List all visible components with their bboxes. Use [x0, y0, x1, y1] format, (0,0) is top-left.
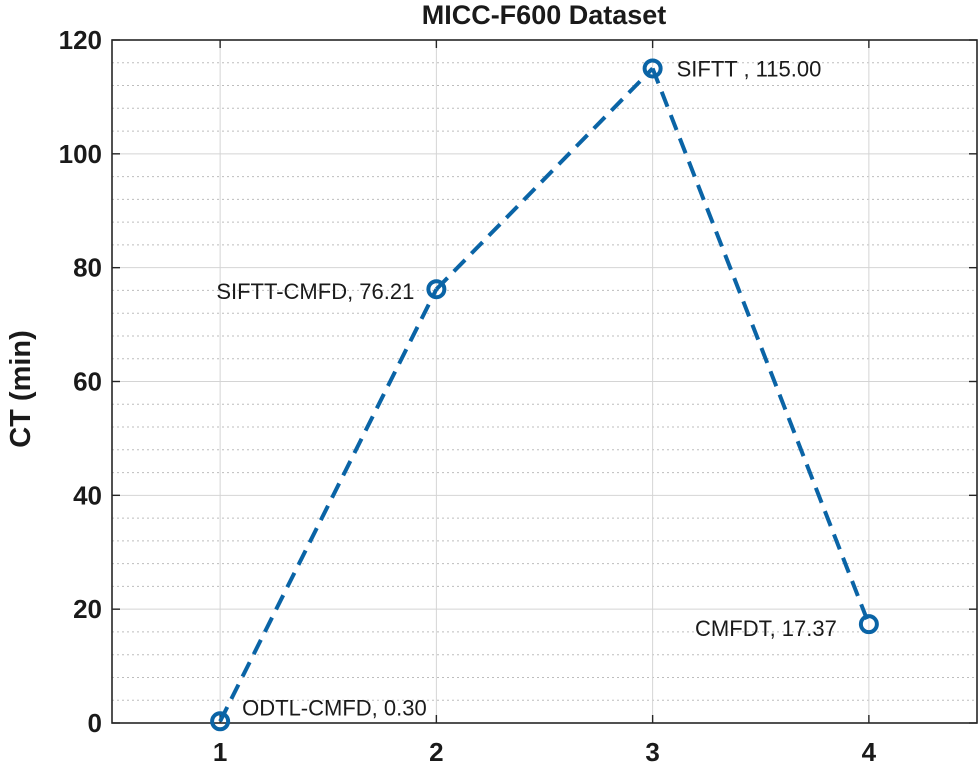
y-axis-label: CT (min) [5, 330, 37, 448]
axis-ticks [112, 39, 977, 724]
minor-grid [112, 62, 977, 701]
x-tick-label: 2 [429, 737, 443, 767]
data-point-marker [858, 614, 879, 635]
data-label: SIFTT , 115.00 [677, 56, 822, 81]
x-tick-label: 4 [862, 737, 877, 767]
x-tick-label: 3 [645, 737, 659, 767]
series-line-segment [434, 67, 655, 291]
y-tick-label: 60 [73, 367, 102, 397]
series-line-segment [218, 288, 439, 723]
y-tick-label: 20 [73, 594, 102, 624]
data-point-marker [210, 711, 231, 732]
y-tick-labels: 0 20 40 60 80 100 120 [59, 25, 102, 738]
data-point-marker [426, 279, 447, 300]
data-label: ODTL-CMFD, 0.30 [242, 695, 427, 720]
data-point-marker [642, 58, 663, 79]
x-tick-labels: 1 2 3 4 [213, 737, 877, 767]
data-label: SIFTT-CMFD, 76.21 [216, 279, 414, 304]
y-tick-label: 100 [59, 139, 102, 169]
major-grid [112, 39, 977, 724]
annotations-group: ODTL-CMFD, 0.30 SIFTT-CMFD, 76.21 SIFTT , … [216, 56, 837, 720]
y-tick-label: 40 [73, 480, 102, 510]
series-line-segment [650, 67, 871, 625]
data-label: CMFDT, 17.37 [695, 616, 837, 641]
series-line-group [218, 67, 871, 723]
y-tick-label: 0 [88, 708, 102, 738]
y-tick-label: 120 [59, 25, 102, 55]
x-tick-label: 1 [213, 737, 227, 767]
y-tick-label: 80 [73, 253, 102, 283]
series-points-group [210, 58, 879, 732]
chart-title: MICC-F600 Dataset [422, 0, 667, 30]
